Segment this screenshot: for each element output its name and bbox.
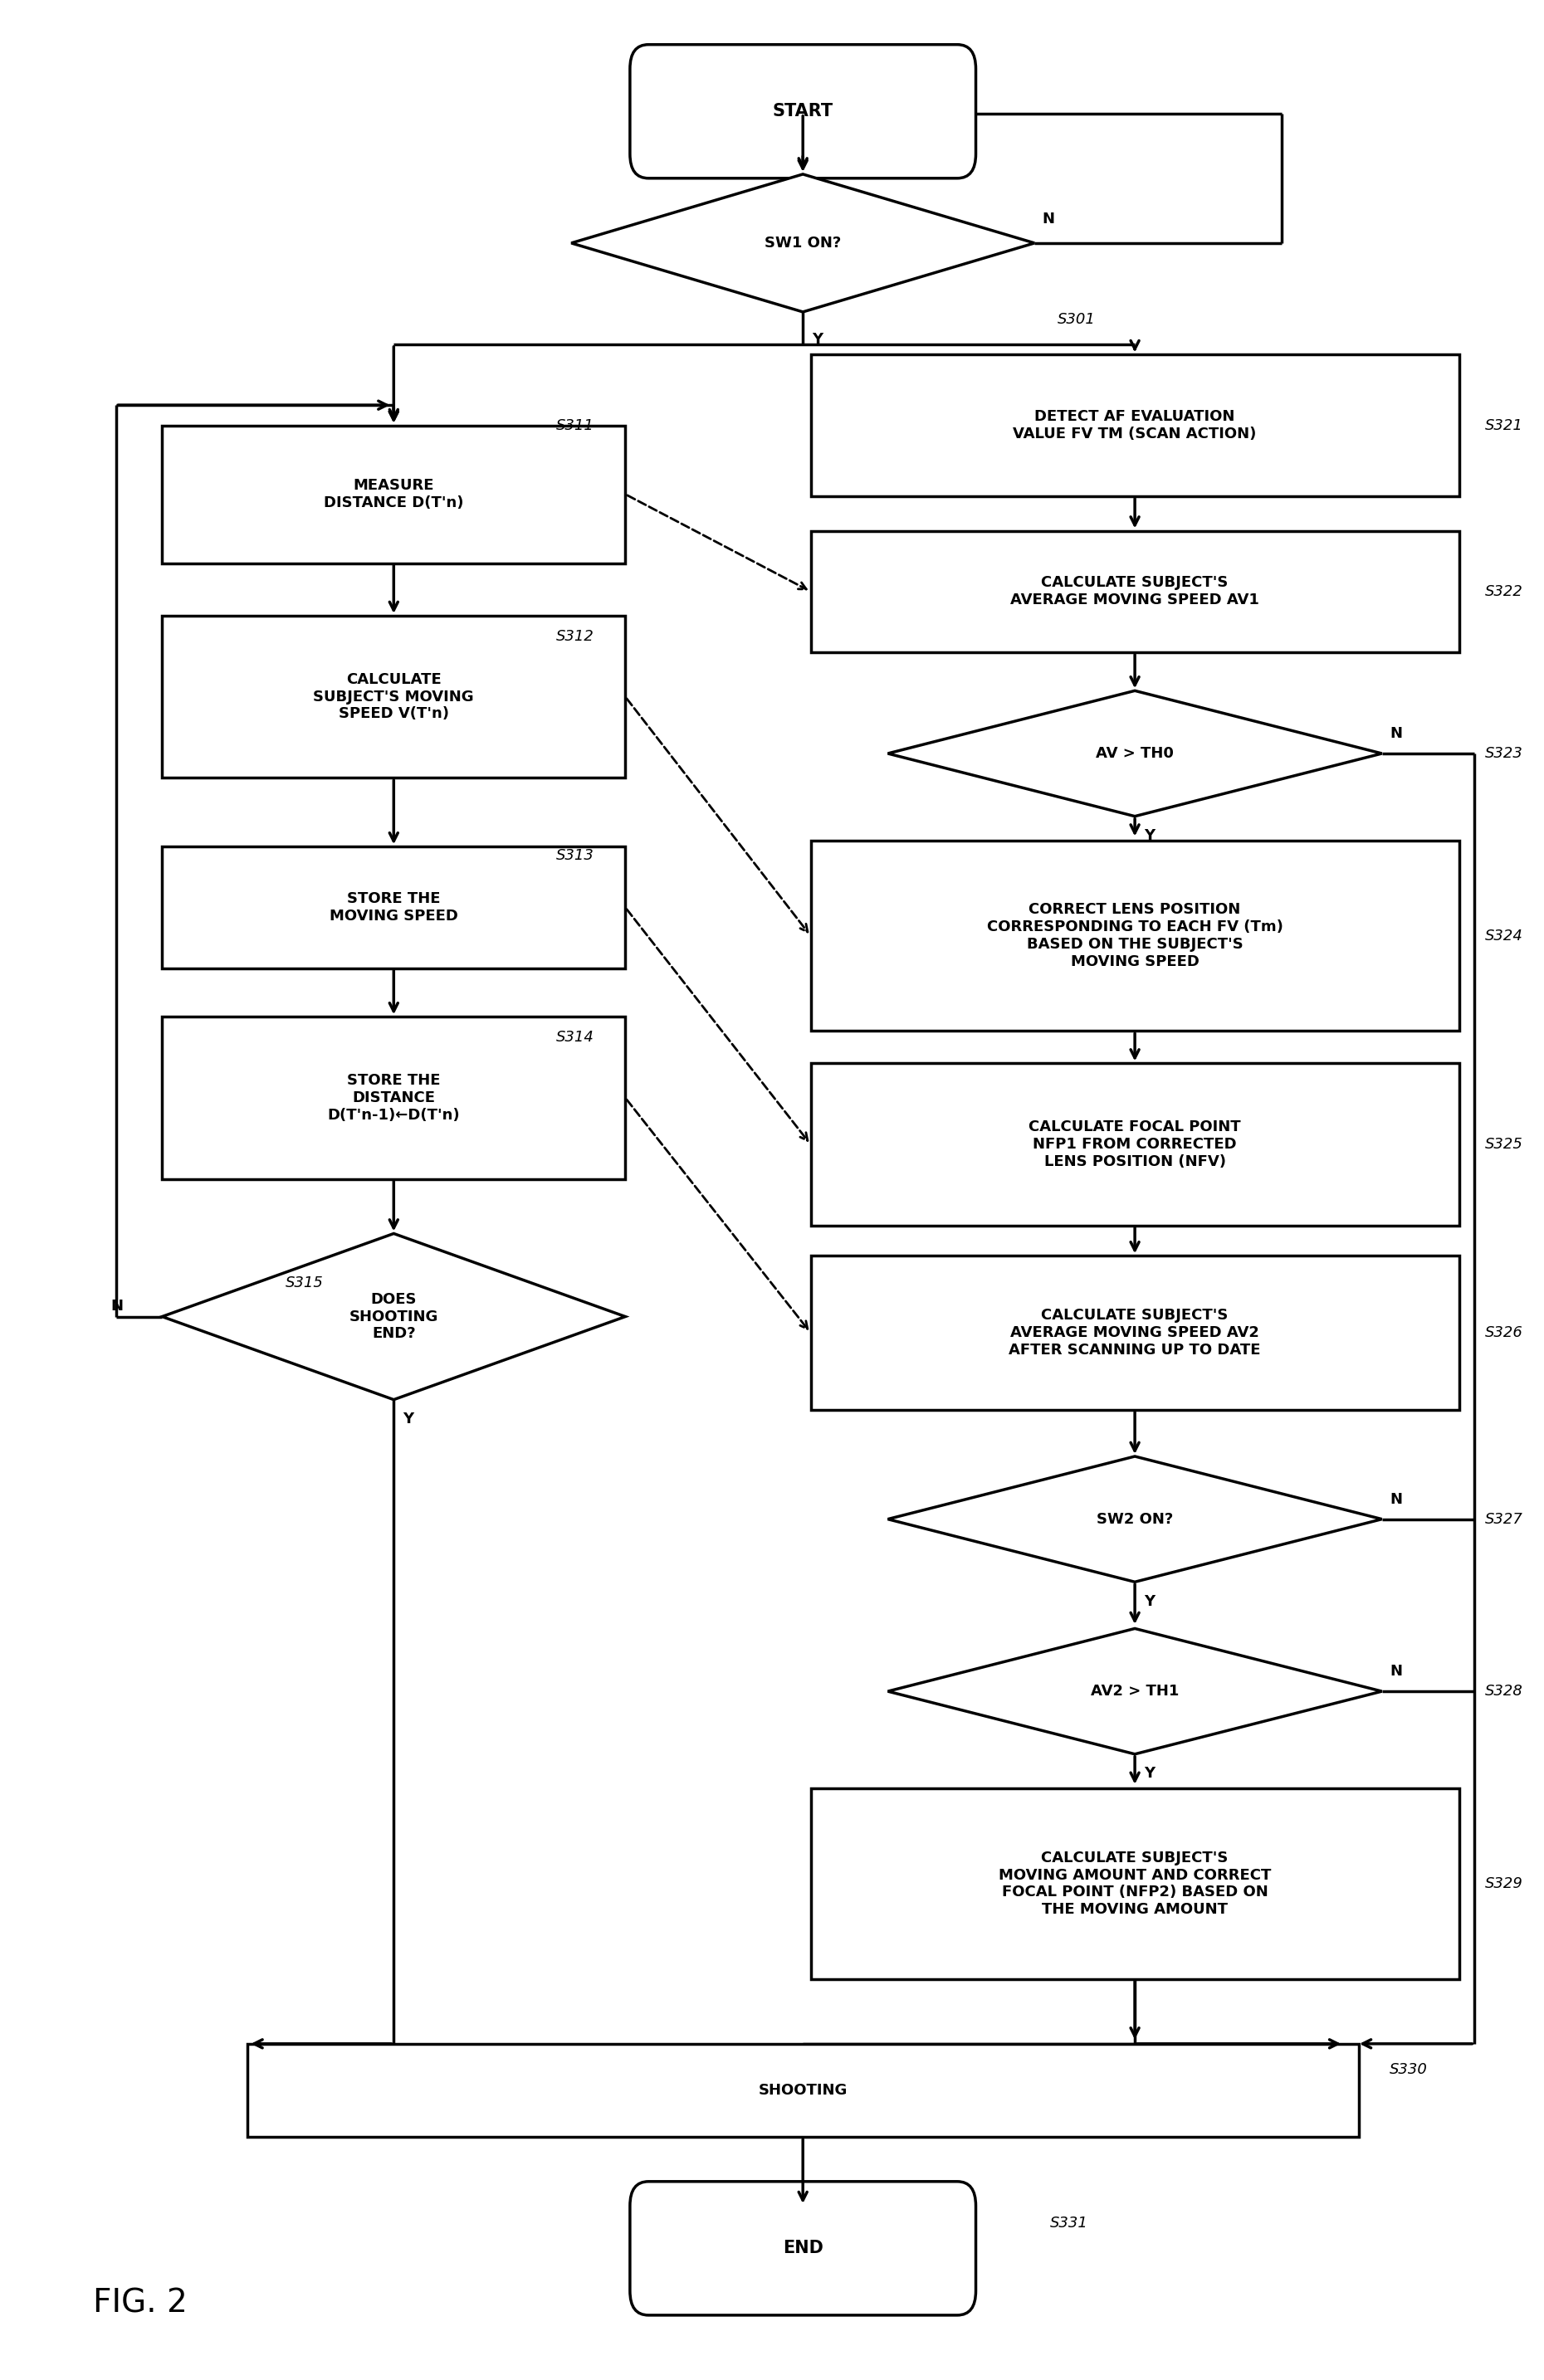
Text: Y: Y: [403, 1411, 414, 1426]
Bar: [247, 2044, 1359, 2137]
Text: S325: S325: [1485, 1138, 1524, 1152]
FancyBboxPatch shape: [630, 45, 976, 178]
Bar: [162, 616, 625, 778]
Text: N: N: [1390, 1664, 1402, 1680]
Text: S326: S326: [1485, 1326, 1524, 1340]
Text: S327: S327: [1485, 1511, 1524, 1526]
Text: N: N: [111, 1299, 124, 1314]
Text: STORE THE
DISTANCE
D(T'n-1)←D(T'n): STORE THE DISTANCE D(T'n-1)←D(T'n): [327, 1073, 460, 1123]
Text: S330: S330: [1390, 2061, 1428, 2078]
Text: S312: S312: [556, 628, 594, 645]
Text: S311: S311: [556, 419, 594, 433]
Polygon shape: [888, 1628, 1382, 1754]
Text: CALCULATE SUBJECT'S
AVERAGE MOVING SPEED AV2
AFTER SCANNING UP TO DATE: CALCULATE SUBJECT'S AVERAGE MOVING SPEED…: [1008, 1309, 1261, 1357]
Text: AV2 > TH1: AV2 > TH1: [1090, 1685, 1180, 1699]
Text: DOES
SHOOTING
END?: DOES SHOOTING END?: [349, 1292, 438, 1342]
Text: CALCULATE SUBJECT'S
MOVING AMOUNT AND CORRECT
FOCAL POINT (NFP2) BASED ON
THE MO: CALCULATE SUBJECT'S MOVING AMOUNT AND CO…: [999, 1849, 1271, 1918]
Polygon shape: [888, 1457, 1382, 1583]
Text: FIG. 2: FIG. 2: [93, 2287, 187, 2318]
Text: S329: S329: [1485, 1875, 1524, 1892]
Text: S328: S328: [1485, 1685, 1524, 1699]
Text: CORRECT LENS POSITION
CORRESPONDING TO EACH FV (Tm)
BASED ON THE SUBJECT'S
MOVIN: CORRECT LENS POSITION CORRESPONDING TO E…: [987, 902, 1283, 969]
Bar: [811, 1064, 1459, 1226]
Bar: [162, 1016, 625, 1178]
Polygon shape: [571, 174, 1034, 312]
Text: S324: S324: [1485, 928, 1524, 942]
Text: CALCULATE
SUBJECT'S MOVING
SPEED V(T'n): CALCULATE SUBJECT'S MOVING SPEED V(T'n): [313, 671, 474, 721]
Text: N: N: [1390, 726, 1402, 740]
Bar: [811, 1787, 1459, 1978]
Text: N: N: [1390, 1492, 1402, 1507]
Text: S314: S314: [556, 1031, 594, 1045]
Text: N: N: [1042, 212, 1055, 226]
Text: MEASURE
DISTANCE D(T'n): MEASURE DISTANCE D(T'n): [324, 478, 463, 509]
Text: CALCULATE SUBJECT'S
AVERAGE MOVING SPEED AV1: CALCULATE SUBJECT'S AVERAGE MOVING SPEED…: [1010, 576, 1260, 607]
Text: Y: Y: [812, 333, 823, 347]
Text: AV > TH0: AV > TH0: [1096, 745, 1173, 762]
Bar: [162, 847, 625, 969]
Polygon shape: [888, 690, 1382, 816]
Text: S301: S301: [1058, 312, 1096, 326]
Text: S323: S323: [1485, 745, 1524, 762]
Text: S331: S331: [1050, 2216, 1089, 2230]
Text: S322: S322: [1485, 583, 1524, 600]
Polygon shape: [162, 1233, 625, 1399]
Bar: [811, 355, 1459, 497]
Text: DETECT AF EVALUATION
VALUE FV TM (SCAN ACTION): DETECT AF EVALUATION VALUE FV TM (SCAN A…: [1013, 409, 1257, 440]
Text: SW1 ON?: SW1 ON?: [764, 236, 841, 250]
Text: STORE THE
MOVING SPEED: STORE THE MOVING SPEED: [329, 892, 459, 923]
Text: Y: Y: [1144, 828, 1155, 843]
Text: SW2 ON?: SW2 ON?: [1096, 1511, 1173, 1526]
Text: S315: S315: [286, 1276, 324, 1290]
Bar: [811, 531, 1459, 652]
FancyBboxPatch shape: [630, 2182, 976, 2316]
Text: SHOOTING: SHOOTING: [758, 2082, 848, 2097]
Text: S321: S321: [1485, 419, 1524, 433]
Bar: [811, 840, 1459, 1031]
Text: START: START: [772, 102, 834, 119]
Bar: [811, 1257, 1459, 1409]
Text: END: END: [783, 2240, 823, 2256]
Text: CALCULATE FOCAL POINT
NFP1 FROM CORRECTED
LENS POSITION (NFV): CALCULATE FOCAL POINT NFP1 FROM CORRECTE…: [1028, 1119, 1241, 1169]
Bar: [162, 426, 625, 564]
Text: Y: Y: [1144, 1595, 1155, 1609]
Text: Y: Y: [1144, 1766, 1155, 1780]
Text: S313: S313: [556, 847, 594, 864]
